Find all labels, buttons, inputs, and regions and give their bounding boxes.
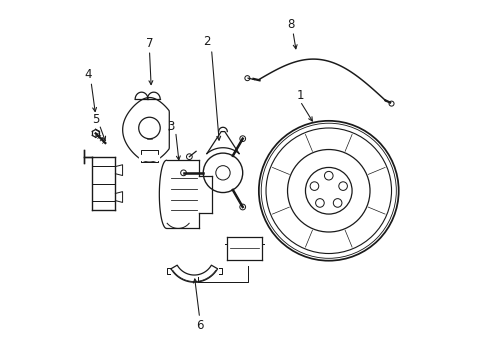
Text: 6: 6 xyxy=(196,319,203,332)
Text: 8: 8 xyxy=(287,18,294,31)
Text: 4: 4 xyxy=(84,68,92,81)
Text: 3: 3 xyxy=(167,120,174,133)
Text: 5: 5 xyxy=(92,113,99,126)
Text: 7: 7 xyxy=(145,37,153,50)
Text: 1: 1 xyxy=(296,89,303,102)
Text: 2: 2 xyxy=(203,35,210,49)
